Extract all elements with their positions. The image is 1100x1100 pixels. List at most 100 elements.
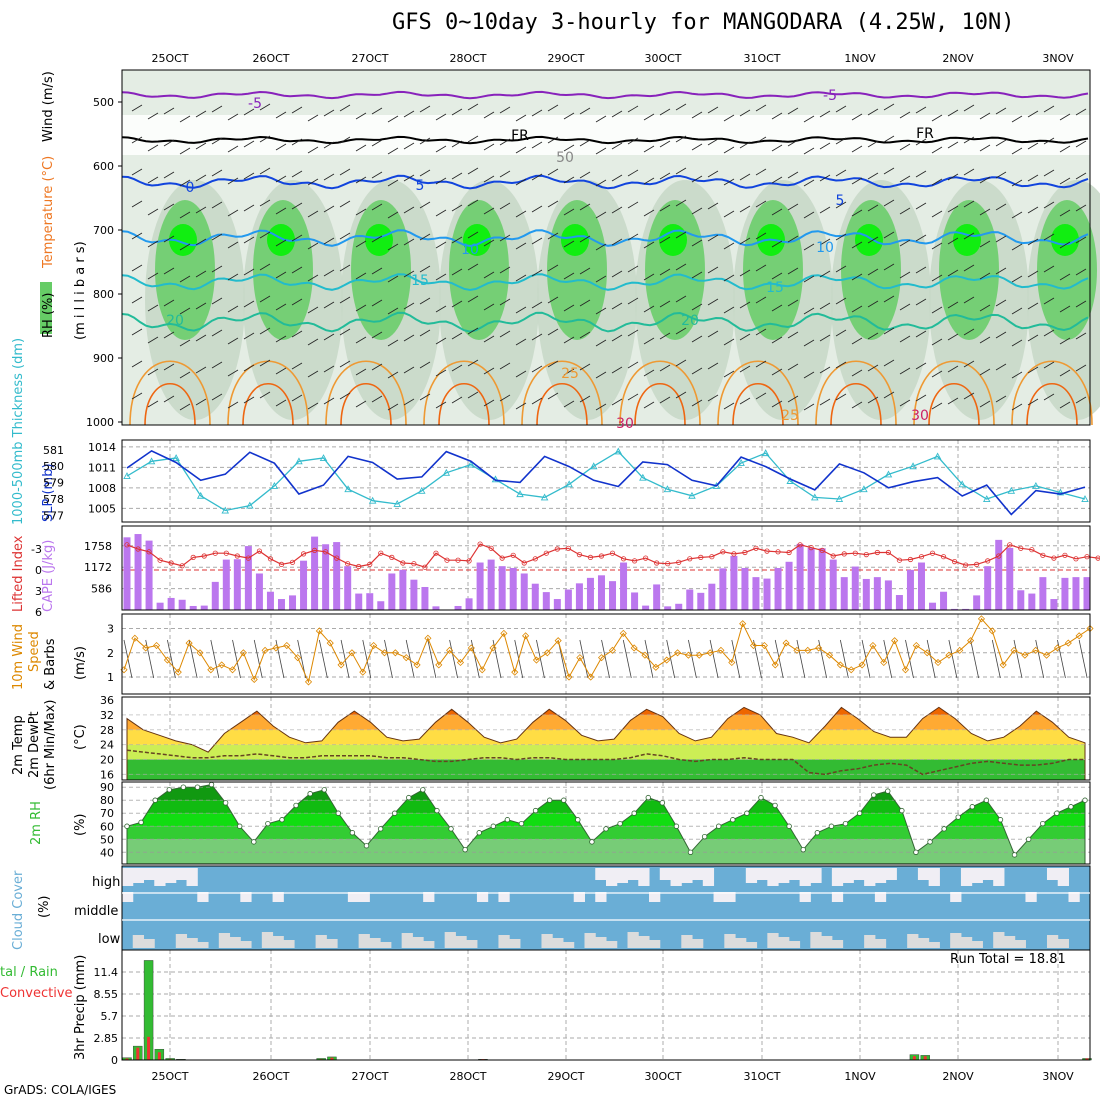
wind-barb — [227, 209, 239, 217]
contour-label: 20 — [681, 313, 699, 329]
wind-barb — [131, 264, 143, 272]
wind-barb — [227, 241, 239, 249]
wind-barb — [1043, 201, 1055, 209]
lifted-index-point — [918, 554, 925, 560]
date-label-bottom: 3NOV — [1042, 1070, 1074, 1083]
wind-barb — [1075, 140, 1087, 148]
thickness-point — [1081, 495, 1089, 502]
panel-frame-wind — [121, 613, 1091, 695]
wind-barb — [307, 402, 319, 410]
lifted-index-point — [896, 557, 903, 563]
cloud-mid-block — [347, 892, 360, 902]
pressure-tick: 1000 — [86, 416, 114, 429]
wind-barb — [579, 267, 591, 275]
wind-barb — [259, 231, 271, 239]
wind-barb — [819, 270, 831, 278]
wind-barb — [259, 391, 271, 399]
cape-bar — [730, 555, 738, 610]
cape-bar — [785, 561, 793, 610]
contour-label: 15 — [766, 280, 784, 296]
wind-barb — [899, 111, 911, 119]
wind-barb — [947, 397, 959, 405]
wind-barb — [515, 338, 527, 346]
cloud-low-block — [562, 942, 575, 948]
wind-barb — [675, 167, 687, 175]
rh-region — [1051, 224, 1079, 256]
wind-barb — [627, 265, 639, 273]
wind-barb — [819, 206, 831, 214]
wind-barb — [1043, 361, 1055, 369]
wind-barb — [835, 329, 847, 337]
wind10m-label-2: Speed — [27, 631, 42, 672]
thickness-point — [663, 485, 672, 493]
wind-barb — [163, 267, 175, 275]
wind-barb — [915, 138, 927, 146]
millibars-label: (m i l l i b a r s) — [73, 241, 88, 340]
wind-barb — [1043, 233, 1055, 241]
wind-barb — [771, 272, 783, 280]
wind-barb — [275, 303, 287, 311]
wind-barb — [563, 144, 575, 152]
cloud-low-block — [584, 933, 596, 948]
wind-barb — [851, 145, 863, 153]
wind-barb — [147, 208, 159, 216]
lifted-index-point — [323, 549, 329, 555]
temp-contour-25 — [619, 360, 701, 426]
wind-barb — [1027, 302, 1039, 310]
cloud-low-block — [692, 939, 704, 948]
lifted-index-point — [709, 554, 715, 560]
wind-barb — [803, 371, 815, 379]
wind-speed-point — [815, 644, 823, 652]
rh2m-point — [293, 802, 299, 809]
wind-barb — [1027, 206, 1039, 214]
wind-speed-point — [576, 654, 584, 662]
wind-barb — [723, 370, 735, 378]
rh2m-point — [208, 781, 215, 788]
wind-barb — [611, 110, 623, 118]
wind-barb — [601, 639, 610, 679]
wind-speed-point — [532, 656, 541, 664]
wind-barb — [979, 272, 991, 280]
rh-region — [365, 224, 393, 256]
wind-barb — [536, 639, 545, 679]
wind-barb — [227, 113, 239, 121]
wind-barb — [771, 208, 783, 216]
wind-barb — [995, 235, 1007, 243]
wind-barb — [643, 273, 655, 281]
wind-barb — [659, 108, 671, 116]
wind-barb — [867, 140, 879, 148]
thickness-point — [393, 500, 401, 507]
wind-barb — [435, 305, 447, 313]
wind-barb — [291, 106, 303, 114]
wind-barb — [755, 200, 767, 208]
wind-barb — [451, 108, 463, 116]
wind-barb — [467, 199, 479, 207]
wind-barb — [851, 241, 863, 249]
contour-label: 25 — [781, 408, 799, 424]
panel-frame-upper — [121, 69, 1091, 426]
temp-fill-bands — [127, 707, 1085, 780]
wind-barb — [243, 172, 255, 180]
wind-barb — [387, 179, 399, 187]
cape-bar — [542, 592, 550, 610]
wind-barb — [515, 274, 527, 282]
wind-barb — [1011, 115, 1023, 123]
temp-contour-25 — [913, 360, 995, 426]
cape-bar — [531, 583, 539, 610]
cloud-high-block — [670, 868, 682, 886]
lifted-index-point — [974, 561, 980, 568]
wind-barb — [595, 307, 607, 315]
wind-barb — [723, 402, 735, 410]
date-label-bottom: 2NOV — [942, 1070, 974, 1083]
rh2m-point — [406, 794, 412, 801]
wind-barb — [531, 109, 543, 117]
rh-region — [449, 200, 509, 340]
wind-barb — [867, 236, 879, 244]
temp-contour-15 — [121, 273, 1089, 292]
wind-barb — [691, 207, 703, 215]
wind-barb — [691, 367, 703, 375]
rh2m-point — [166, 787, 172, 793]
wind-barb — [835, 137, 847, 145]
precip-conv-bar — [912, 1056, 916, 1060]
rh2m-point — [814, 830, 821, 836]
